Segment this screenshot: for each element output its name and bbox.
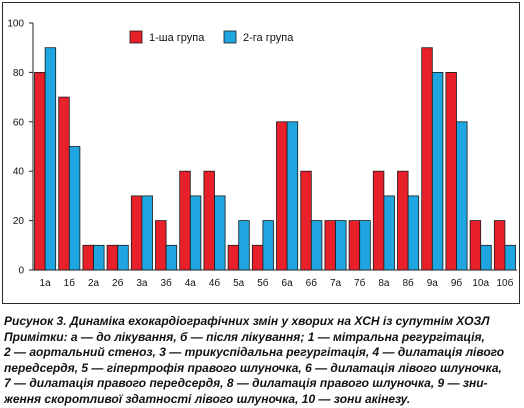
bar (372, 170, 385, 271)
figure-caption: Рисунок 3. Динаміка ехокардіографічних з… (4, 314, 520, 408)
x-tick-label: 8а (378, 278, 390, 289)
bar (397, 170, 409, 271)
bar (214, 195, 226, 271)
bar (335, 220, 347, 271)
bar (227, 244, 240, 271)
bar (348, 220, 361, 271)
bar (359, 220, 371, 271)
x-tick-label: 10а (472, 278, 489, 289)
caption-line-5: 7 — дилатація правого передсердя, 8 — ди… (4, 376, 488, 391)
bar (300, 170, 312, 271)
bar (130, 195, 143, 271)
caption-line-3: 2 — аортальний стеноз, 3 — трикуспідальн… (4, 345, 505, 360)
bar (251, 244, 264, 271)
x-tick-label: 2а (88, 278, 100, 289)
x-tick-label: 7б (354, 277, 366, 289)
caption-line-4: передсердя, 5 — гіпертрофія правого шлун… (4, 360, 502, 375)
x-tick-label: 5а (233, 278, 245, 289)
legend-swatch (223, 30, 237, 44)
x-tick-label: 6а (282, 278, 294, 289)
bar (155, 220, 167, 271)
bar (238, 220, 250, 271)
bar (276, 121, 288, 271)
x-tick-label: 6б (306, 277, 318, 289)
bar (82, 244, 94, 271)
bar (324, 220, 336, 271)
x-tick-label: 1б (64, 277, 76, 289)
bar (93, 244, 105, 271)
bar (431, 72, 444, 271)
bar (407, 195, 420, 271)
x-tick-label: 1а (40, 278, 52, 289)
y-tick-label: 40 (13, 167, 25, 178)
bar (203, 170, 215, 271)
x-tick-label: 4б (209, 277, 221, 289)
bar (106, 244, 119, 271)
bar (189, 195, 202, 271)
bar (44, 47, 57, 271)
bar (504, 244, 516, 271)
x-tick-label: 7а (330, 278, 342, 289)
x-tick-label: 2б (112, 277, 124, 289)
y-tick-label: 80 (13, 68, 25, 79)
y-tick-label: 60 (13, 117, 25, 128)
legend-swatch (129, 30, 143, 44)
caption-line-6: ження скоротливої здатності лівого шлуно… (4, 391, 411, 406)
bar (179, 170, 191, 271)
x-tick-label: 3б (160, 277, 172, 289)
bar (493, 220, 506, 271)
bar (310, 220, 323, 271)
bar (117, 244, 129, 271)
bar (383, 195, 395, 271)
x-tick-label: 9а (427, 278, 439, 289)
bar (469, 220, 482, 271)
x-tick-label: 5б (257, 277, 269, 289)
bar-chart: 0 20 40 60 80 100 1а 1б 2а 2б 3а 3б 4а 4б 5а 5б 6а 6б 7а 7б… (7, 19, 517, 289)
legend-label: 1-ша група (149, 32, 205, 44)
bar (456, 121, 468, 271)
bar (58, 96, 70, 271)
x-tick-label: 3а (136, 278, 148, 289)
legend-label: 2-га група (243, 32, 294, 44)
bar (34, 72, 46, 271)
y-tick-label: 100 (7, 19, 24, 30)
bar (262, 220, 274, 271)
bar (421, 47, 433, 271)
x-tick-label: 8б (402, 277, 414, 289)
bar (141, 195, 153, 271)
bar (68, 146, 81, 271)
x-tick-label: 9б (451, 277, 463, 289)
chart-frame: 0 20 40 60 80 100 1а 1б 2а 2б 3а 3б 4а 4б 5а 5б 6а 6б 7а 7б… (2, 2, 520, 304)
bar (445, 72, 457, 271)
x-tick-label: 10б (496, 277, 513, 289)
bar (165, 244, 178, 271)
bar (286, 121, 299, 271)
x-tick-label: 4а (185, 278, 197, 289)
y-tick-label: 0 (18, 266, 24, 277)
caption-line-2: Примітки: а — до лікування, б — після лі… (4, 329, 485, 344)
caption-line-1: Рисунок 3. Динаміка ехокардіографічних з… (4, 314, 490, 328)
y-tick-label: 20 (13, 216, 25, 227)
bar (480, 244, 492, 271)
